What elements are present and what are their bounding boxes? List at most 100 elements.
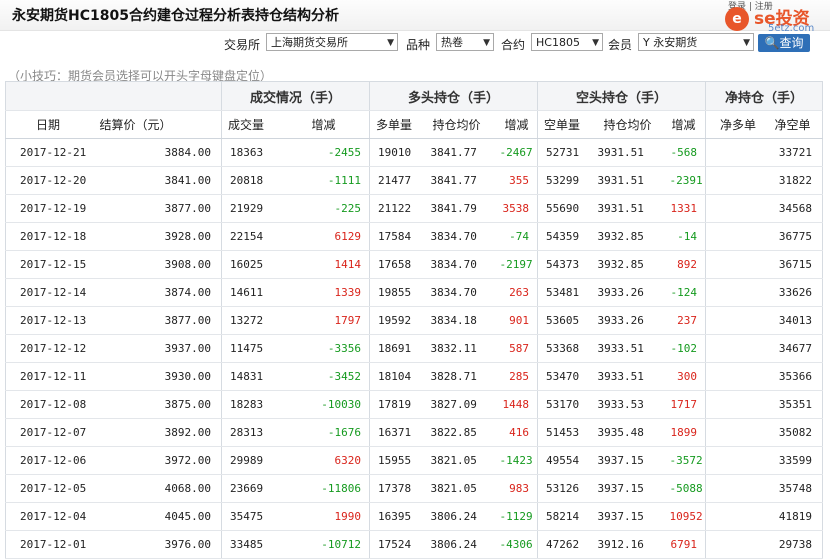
member-select[interactable]: Y 永安期货 ▼: [638, 33, 754, 51]
volume-change-cell: 1990: [289, 502, 370, 531]
short-avg-cell: 3933.26: [591, 306, 670, 335]
short-qty-cell: 53605: [537, 306, 592, 335]
short-change-cell: 1899: [669, 418, 706, 447]
net-long-cell: [705, 418, 771, 447]
page-title: 永安期货HC1805合约建仓过程分析表持仓结构分析: [12, 8, 339, 24]
net-short-cell: 35082: [770, 418, 824, 447]
col-short-change: 增减: [669, 110, 706, 139]
chevron-down-icon: ▼: [483, 38, 490, 48]
col-net-long: 净多单: [705, 110, 771, 139]
group-header-blank: [5, 81, 222, 111]
long-qty-cell: 21122: [369, 194, 425, 223]
volume-change-cell: -3452: [289, 362, 370, 391]
date-cell: 2017-12-04: [5, 502, 92, 531]
settle-price-cell: 3877.00: [91, 194, 222, 223]
settle-price-cell: 3928.00: [91, 222, 222, 251]
date-cell: 2017-12-21: [5, 138, 92, 167]
col-long-avg: 持仓均价: [424, 110, 500, 139]
long-avg-cell: 3832.11: [424, 334, 500, 363]
net-long-cell: [705, 306, 771, 335]
settle-price-cell: 3884.00: [91, 138, 222, 167]
login-links[interactable]: 登录 | 注册: [728, 2, 773, 12]
net-short-cell: 34013: [770, 306, 824, 335]
short-avg-cell: 3933.26: [591, 278, 670, 307]
settle-price-cell: 4045.00: [91, 502, 222, 531]
short-change-cell: -3572: [669, 446, 706, 475]
long-qty-cell: 16371: [369, 418, 425, 447]
tip-text: （小技巧：期货会员选择可以开头字母键盘定位）: [8, 69, 273, 83]
net-long-cell: [705, 222, 771, 251]
long-change-cell: -74: [499, 222, 538, 251]
net-long-cell: [705, 250, 771, 279]
long-qty-cell: 19010: [369, 138, 425, 167]
short-qty-cell: 52731: [537, 138, 592, 167]
short-avg-cell: 3933.53: [591, 390, 670, 419]
short-qty-cell: 53170: [537, 390, 592, 419]
variety-label: 品种: [406, 38, 431, 52]
volume-change-cell: 6129: [289, 222, 370, 251]
settle-price-cell: 3937.00: [91, 334, 222, 363]
volume-cell: 11475: [221, 334, 290, 363]
long-qty-cell: 18691: [369, 334, 425, 363]
long-qty-cell: 16395: [369, 502, 425, 531]
long-qty-cell: 19855: [369, 278, 425, 307]
table-row: 2017-12-06 3972.00 29989 6320 15955 3821.05 -1…: [5, 446, 824, 475]
table-row: 2017-12-12 3937.00 11475 -3356 18691 3832.11 5…: [5, 334, 824, 363]
volume-change-cell: -11806: [289, 474, 370, 503]
table-row: 2017-12-05 4068.00 23669 -11806 17378 3821.05…: [5, 474, 824, 503]
long-avg-cell: 3834.70: [424, 250, 500, 279]
long-qty-cell: 17819: [369, 390, 425, 419]
site-logo[interactable]: 登录 | 注册 e se投资 5etz.com: [722, 2, 828, 36]
col-long-qty: 多单量: [369, 110, 425, 139]
short-avg-cell: 3937.15: [591, 446, 670, 475]
volume-cell: 28313: [221, 418, 290, 447]
group-header-net: 净持仓（手）: [705, 81, 824, 111]
long-qty-cell: 15955: [369, 446, 425, 475]
short-avg-cell: 3931.51: [591, 138, 670, 167]
net-short-cell: 35748: [770, 474, 824, 503]
variety-select[interactable]: 热卷 ▼: [436, 33, 494, 51]
col-short-qty: 空单量: [537, 110, 592, 139]
net-short-cell: 41819: [770, 502, 824, 531]
table-row: 2017-12-18 3928.00 22154 6129 17584 3834.70 -7…: [5, 222, 824, 251]
volume-cell: 20818: [221, 166, 290, 195]
long-avg-cell: 3841.79: [424, 194, 500, 223]
long-change-cell: -2197: [499, 250, 538, 279]
long-avg-cell: 3834.70: [424, 222, 500, 251]
search-button[interactable]: 🔍查询: [758, 34, 810, 52]
short-qty-cell: 53481: [537, 278, 592, 307]
short-change-cell: -14: [669, 222, 706, 251]
volume-cell: 16025: [221, 250, 290, 279]
col-date: 日期: [5, 110, 92, 139]
volume-change-cell: -10030: [289, 390, 370, 419]
short-qty-cell: 54373: [537, 250, 592, 279]
settle-price-cell: 3841.00: [91, 166, 222, 195]
short-change-cell: -568: [669, 138, 706, 167]
volume-cell: 23669: [221, 474, 290, 503]
long-qty-cell: 19592: [369, 306, 425, 335]
short-change-cell: 10952: [669, 502, 706, 531]
chevron-down-icon: ▼: [743, 38, 750, 48]
long-change-cell: 1448: [499, 390, 538, 419]
contract-label: 合约: [501, 38, 526, 52]
short-avg-cell: 3933.51: [591, 334, 670, 363]
group-header-short: 空头持仓（手）: [537, 81, 706, 111]
short-qty-cell: 53470: [537, 362, 592, 391]
table-row: 2017-12-20 3841.00 20818 -1111 21477 3841.77 3…: [5, 166, 824, 195]
volume-change-cell: 1797: [289, 306, 370, 335]
volume-cell: 18283: [221, 390, 290, 419]
date-cell: 2017-12-11: [5, 362, 92, 391]
short-change-cell: -5088: [669, 474, 706, 503]
volume-cell: 29989: [221, 446, 290, 475]
short-change-cell: 892: [669, 250, 706, 279]
exchange-select[interactable]: 上海期货交易所 ▼: [266, 33, 398, 51]
date-cell: 2017-12-15: [5, 250, 92, 279]
long-avg-cell: 3841.77: [424, 166, 500, 195]
contract-select[interactable]: HC1805 ▼: [531, 33, 603, 51]
net-long-cell: [705, 446, 771, 475]
long-change-cell: -1423: [499, 446, 538, 475]
date-cell: 2017-12-06: [5, 446, 92, 475]
short-qty-cell: 54359: [537, 222, 592, 251]
short-avg-cell: 3931.51: [591, 194, 670, 223]
short-qty-cell: 53126: [537, 474, 592, 503]
